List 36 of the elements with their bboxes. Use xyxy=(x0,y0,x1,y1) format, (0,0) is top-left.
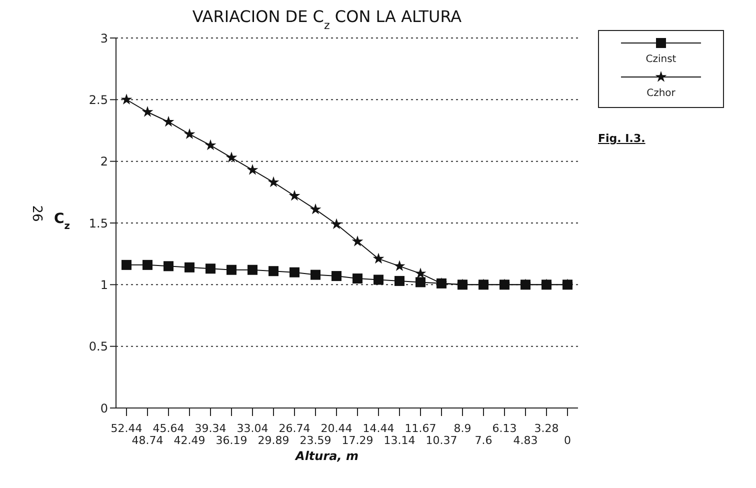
x-tick-label: 10.37 xyxy=(426,434,458,447)
y-tick-label: 3 xyxy=(100,31,108,46)
x-tick-label: 0 xyxy=(564,434,571,447)
text: 26 xyxy=(28,205,44,222)
y-tick-label: 1.5 xyxy=(88,216,108,230)
x-tick-label: 20.44 xyxy=(320,422,352,435)
y-tick-label: 2 xyxy=(100,154,108,169)
y-axis-title: C$_{z}$ xyxy=(54,211,70,232)
x-tick-label: 29.89 xyxy=(258,434,290,447)
x-tick-label: 17.29 xyxy=(342,434,374,447)
x-tick-label: 33.04 xyxy=(236,422,268,435)
x-tick-label: 14.44 xyxy=(362,422,394,435)
x-tick-label: 42.49 xyxy=(174,434,206,447)
y-tick-label: 2.5 xyxy=(88,92,108,107)
x-tick-label: 4.83 xyxy=(513,434,538,447)
x-tick-label: 45.64 xyxy=(152,422,184,435)
x-tick-label: 23.59 xyxy=(300,434,332,447)
text: Fig. I.3. xyxy=(598,132,646,145)
x-tick-label: 6.13 xyxy=(492,422,517,435)
y-tick-label: 1 xyxy=(100,278,108,292)
x-tick-label: 7.6 xyxy=(474,434,492,447)
x-tick-label: 8.9 xyxy=(454,422,472,435)
chart-title: VARIACION DE C$_{z}$ CON LA ALTURA xyxy=(192,7,462,32)
x-tick-label: 39.34 xyxy=(194,422,226,435)
x-tick-label: 26.74 xyxy=(278,422,310,435)
x-tick-label: 3.28 xyxy=(534,422,559,435)
x-tick-label: 52.44 xyxy=(110,422,142,435)
x-tick-label: 13.14 xyxy=(384,434,416,447)
x-tick-label: 11.67 xyxy=(404,422,436,435)
legend-label: Czinst xyxy=(644,54,678,65)
x-axis-title: Altura, m xyxy=(294,449,358,463)
x-tick-label: 48.74 xyxy=(132,434,164,447)
legend-label: Czhor xyxy=(646,88,676,99)
x-tick-label: 36.19 xyxy=(216,434,248,447)
y-tick-label: 0 xyxy=(100,401,108,416)
y-tick-label: 0.5 xyxy=(88,340,108,354)
